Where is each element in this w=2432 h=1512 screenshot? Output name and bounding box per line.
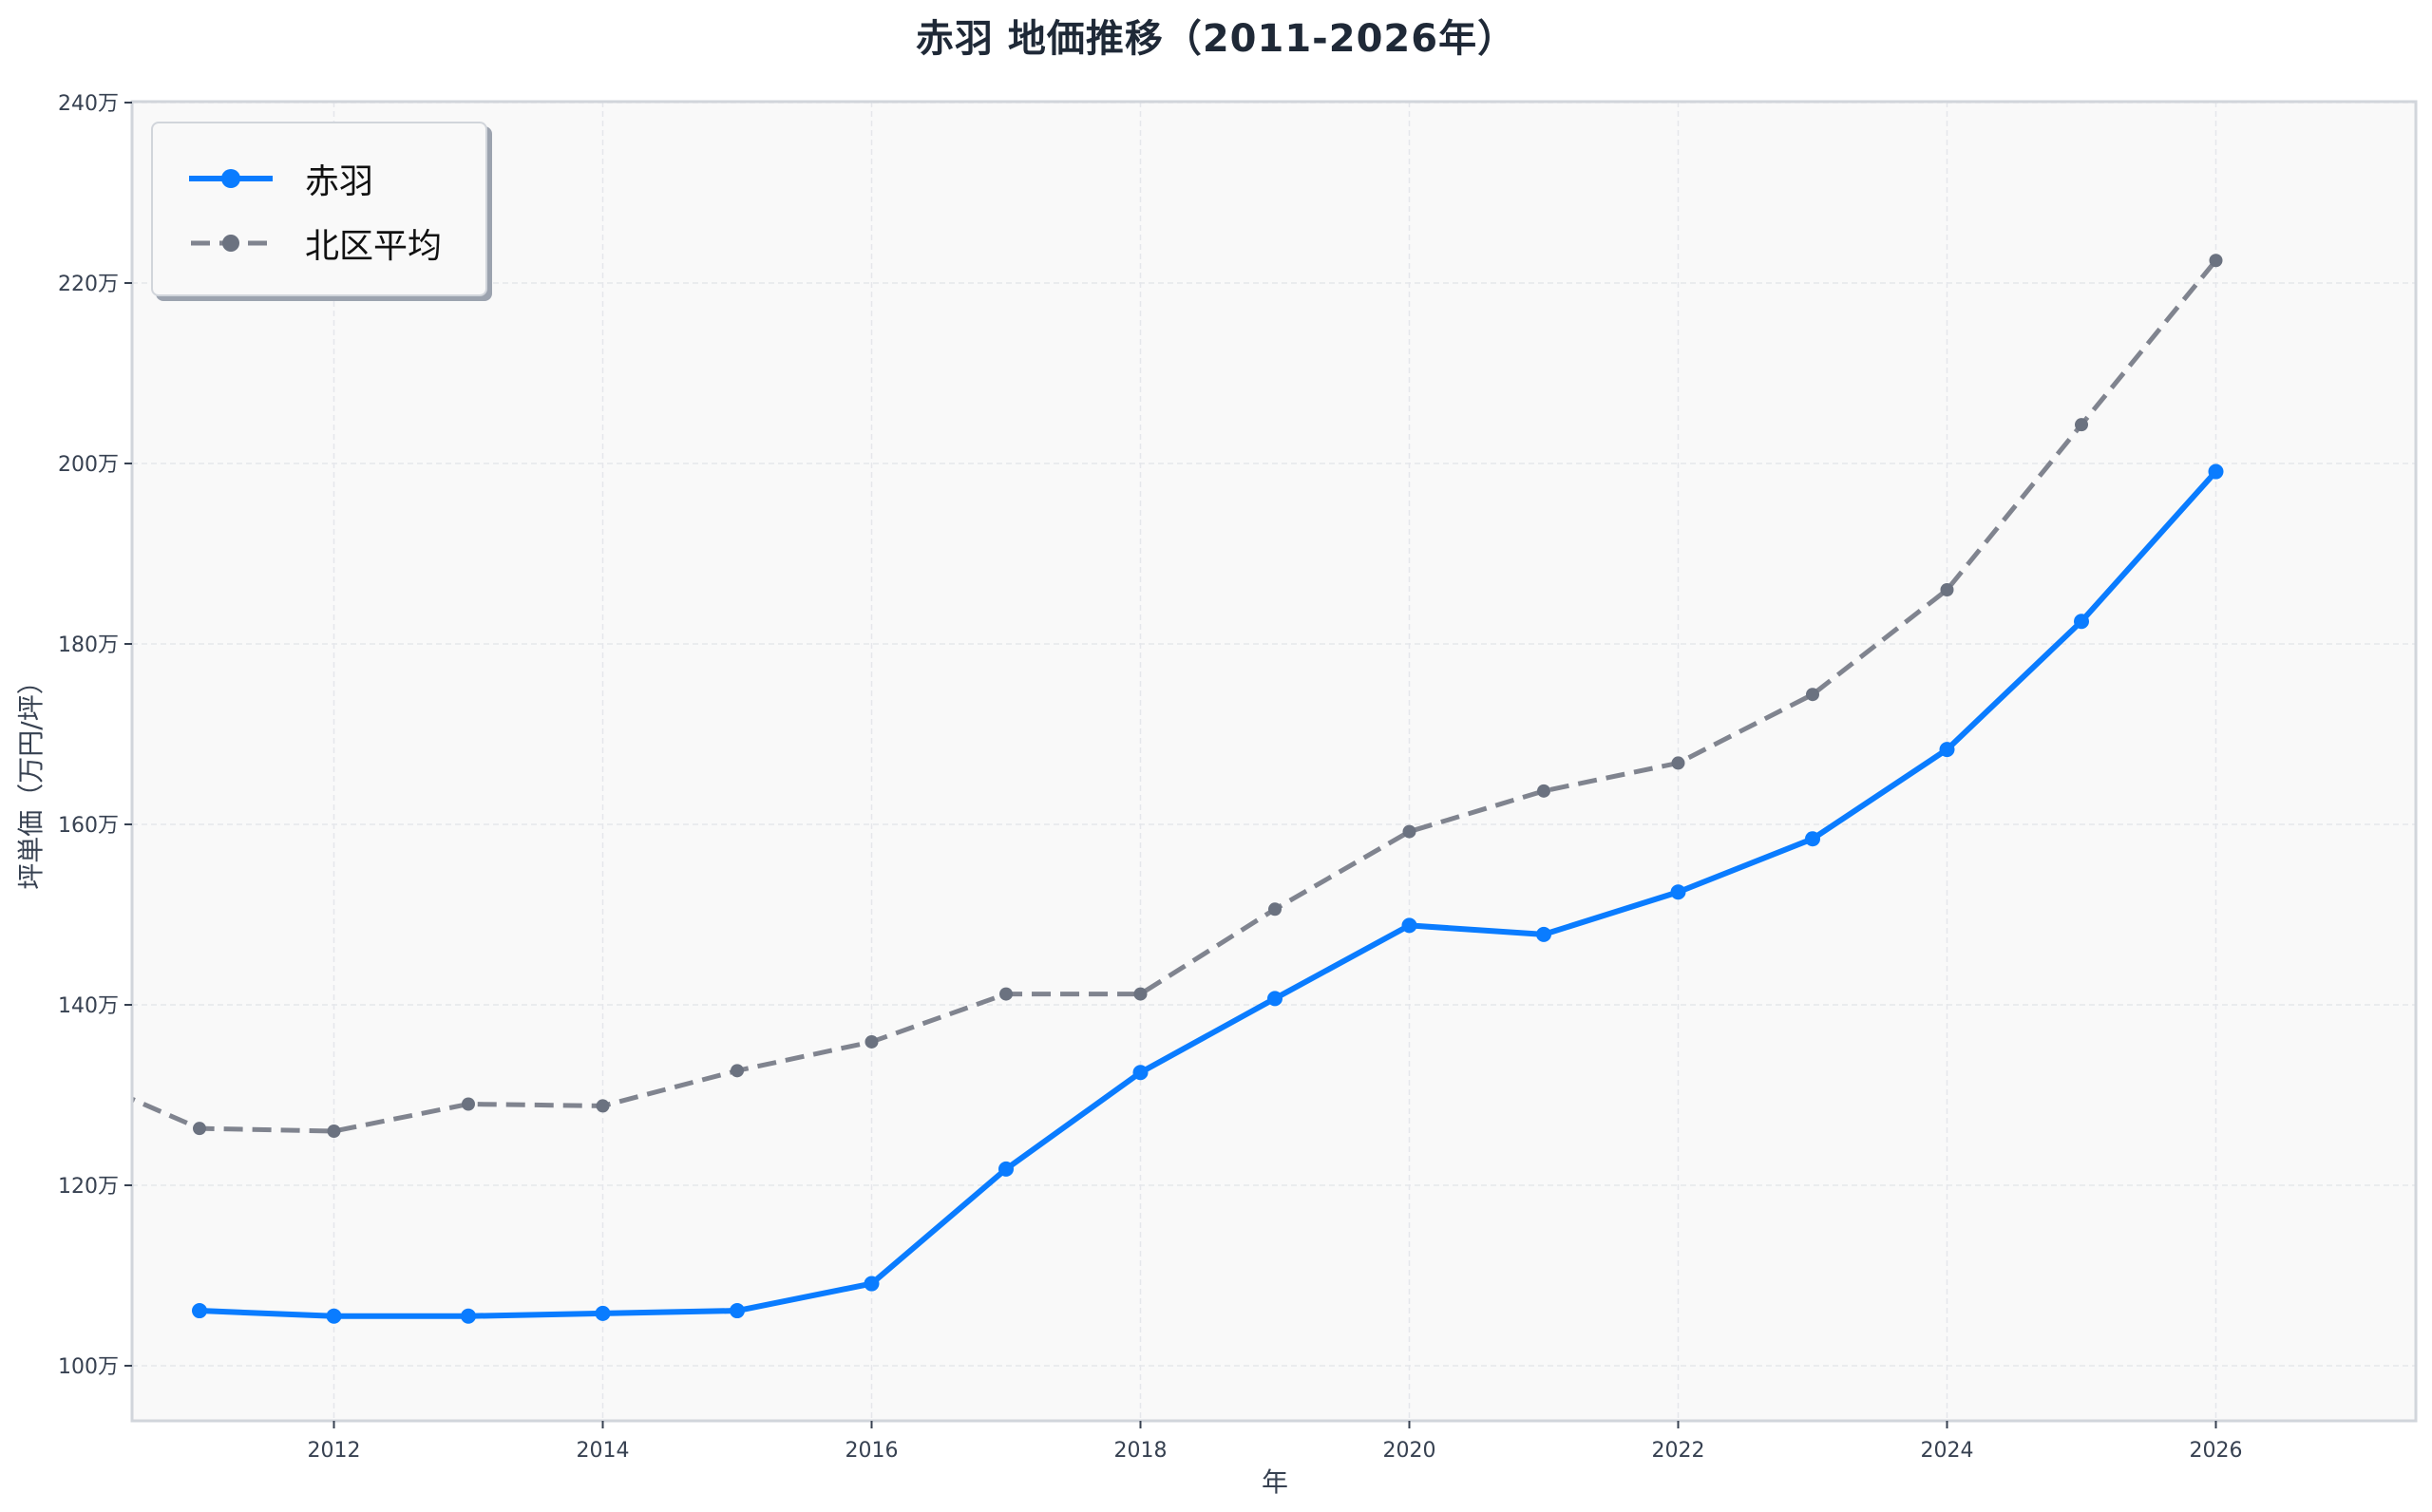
x-tick-label: 2026 bbox=[2190, 1439, 2243, 1463]
y-tick-label: 100万 bbox=[58, 1355, 119, 1379]
data-point-marker bbox=[192, 1303, 207, 1319]
data-point-marker bbox=[731, 1064, 744, 1078]
y-tick-label: 220万 bbox=[58, 273, 119, 296]
x-axis: 2012 2014 2016 2018 2020 2022 2024 2026 bbox=[308, 1421, 2243, 1463]
data-point-marker bbox=[595, 1305, 611, 1321]
data-point-marker bbox=[2074, 614, 2089, 630]
data-point-marker bbox=[1670, 884, 1686, 900]
data-point-marker bbox=[1536, 926, 1551, 942]
y-tick-label: 160万 bbox=[58, 814, 119, 838]
x-tick-label: 2024 bbox=[1921, 1439, 1974, 1463]
data-point-marker bbox=[864, 1034, 879, 1049]
data-point-marker bbox=[2075, 418, 2088, 432]
data-point-marker bbox=[1939, 742, 1955, 758]
data-point-marker bbox=[1402, 824, 1416, 839]
series-layer bbox=[132, 254, 2224, 1324]
data-point-marker bbox=[1805, 831, 1820, 847]
y-axis: 100万 120万 140万 160万 180万 200万 220万 240万 bbox=[58, 92, 132, 1379]
y-tick-label: 120万 bbox=[58, 1175, 119, 1199]
data-point-marker bbox=[864, 1276, 880, 1292]
data-point-marker bbox=[1401, 917, 1417, 934]
y-tick-label: 200万 bbox=[58, 453, 119, 477]
legend-label: 北区平均 bbox=[305, 227, 443, 266]
x-tick-label: 2022 bbox=[1652, 1439, 1705, 1463]
data-point-marker bbox=[2208, 463, 2224, 480]
akabane-line bbox=[199, 469, 2218, 1319]
data-point-marker bbox=[462, 1097, 475, 1111]
y-tick-label: 180万 bbox=[58, 633, 119, 657]
data-point-marker bbox=[596, 1099, 610, 1113]
dashed-line-circle-marker-icon bbox=[191, 235, 271, 252]
data-point-marker bbox=[1268, 902, 1282, 917]
x-tick-label: 2018 bbox=[1114, 1439, 1168, 1463]
data-point-marker bbox=[2209, 254, 2223, 268]
x-tick-label: 2014 bbox=[577, 1439, 630, 1463]
kita-average-line bbox=[132, 258, 2218, 1134]
plot-border bbox=[130, 100, 2418, 1423]
data-point-marker bbox=[1537, 784, 1550, 798]
data-point-marker bbox=[326, 1308, 342, 1324]
data-point-marker bbox=[1133, 987, 1148, 1001]
data-point-marker bbox=[327, 1125, 341, 1138]
x-tick-label: 2012 bbox=[308, 1439, 361, 1463]
legend-item-kita-average: 北区平均 bbox=[153, 219, 442, 267]
data-point-marker bbox=[998, 1161, 1014, 1177]
data-point-marker bbox=[1132, 1065, 1149, 1081]
x-axis-label: 年 bbox=[1262, 1466, 1288, 1498]
data-point-marker bbox=[1940, 583, 1954, 596]
legend-item-akabane: 赤羽 bbox=[153, 155, 373, 202]
y-axis-label: 坪単価（万円/坪） bbox=[15, 668, 47, 889]
chart-title: 赤羽 地価推移（2011-2026年） bbox=[915, 17, 1517, 61]
data-point-marker bbox=[1267, 991, 1282, 1007]
data-point-marker bbox=[999, 987, 1013, 1001]
y-tick-label: 140万 bbox=[58, 994, 119, 1018]
legend-label: 赤羽 bbox=[305, 162, 374, 201]
data-point-marker bbox=[193, 1122, 206, 1136]
x-tick-label: 2020 bbox=[1383, 1439, 1436, 1463]
x-tick-label: 2016 bbox=[846, 1439, 899, 1463]
data-point-marker bbox=[1671, 756, 1685, 770]
plot-area bbox=[132, 102, 2416, 1421]
data-point-marker bbox=[461, 1308, 476, 1324]
legend: 赤羽 北区平均 bbox=[151, 122, 487, 296]
solid-line-circle-marker-icon bbox=[189, 169, 273, 188]
data-point-marker bbox=[1806, 688, 1819, 702]
y-tick-label: 240万 bbox=[58, 92, 119, 116]
data-point-marker bbox=[730, 1303, 745, 1319]
